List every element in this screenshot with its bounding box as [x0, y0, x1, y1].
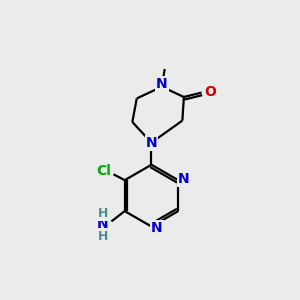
- Text: H: H: [98, 207, 108, 220]
- Text: N: N: [151, 221, 163, 235]
- Text: O: O: [204, 85, 216, 99]
- Text: Cl: Cl: [97, 164, 112, 178]
- Text: H: H: [98, 230, 108, 243]
- Text: N: N: [156, 77, 168, 91]
- Text: N: N: [178, 172, 189, 186]
- Text: N: N: [97, 217, 108, 231]
- Text: N: N: [146, 136, 157, 150]
